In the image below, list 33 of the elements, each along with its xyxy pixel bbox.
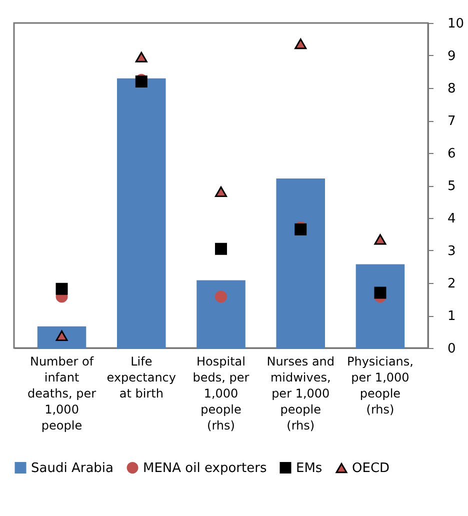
bar bbox=[356, 264, 405, 348]
bar bbox=[196, 280, 246, 348]
y-tick-label: 0 bbox=[448, 342, 456, 356]
point bbox=[215, 242, 227, 255]
legend-label: Saudi Arabia bbox=[31, 460, 114, 476]
legend-label: MENA oil exporters bbox=[143, 460, 267, 476]
y-tick-label: 7 bbox=[448, 114, 456, 129]
bar bbox=[37, 326, 86, 348]
y-tick-label: 5 bbox=[448, 179, 456, 194]
x-tick-label: Nurses and midwives, per 1,000 people (rhs) bbox=[266, 354, 335, 432]
y-tick-label: 8 bbox=[448, 82, 456, 96]
x-tick-label: Physicians, per 1,000 people (rhs) bbox=[346, 354, 414, 416]
bar bbox=[117, 78, 166, 348]
y-tick-label: 1 bbox=[448, 309, 456, 324]
x-tick-label: Number of infant deaths, per 1,000 people bbox=[28, 354, 96, 432]
y-tick-label: 10 bbox=[448, 16, 464, 32]
point bbox=[56, 282, 68, 295]
point bbox=[215, 186, 227, 197]
y-tick-label: 3 bbox=[448, 244, 456, 259]
point bbox=[374, 286, 386, 299]
y-tick-label: 6 bbox=[448, 146, 456, 162]
legend-label: EMs bbox=[296, 460, 322, 476]
y-tick-label: 9 bbox=[448, 49, 456, 64]
point bbox=[374, 234, 386, 245]
point bbox=[294, 38, 307, 50]
bar bbox=[276, 178, 325, 348]
legend-label: OECD bbox=[352, 461, 390, 476]
y-tick-label: 4 bbox=[448, 212, 456, 226]
x-tick-label: Life expectancy at birth bbox=[106, 354, 176, 400]
y-tick-label: 2 bbox=[448, 276, 456, 292]
point bbox=[135, 52, 148, 62]
point bbox=[215, 290, 227, 303]
x-tick-label: Hospital beds, per 1,000 people (rhs) bbox=[192, 354, 250, 432]
